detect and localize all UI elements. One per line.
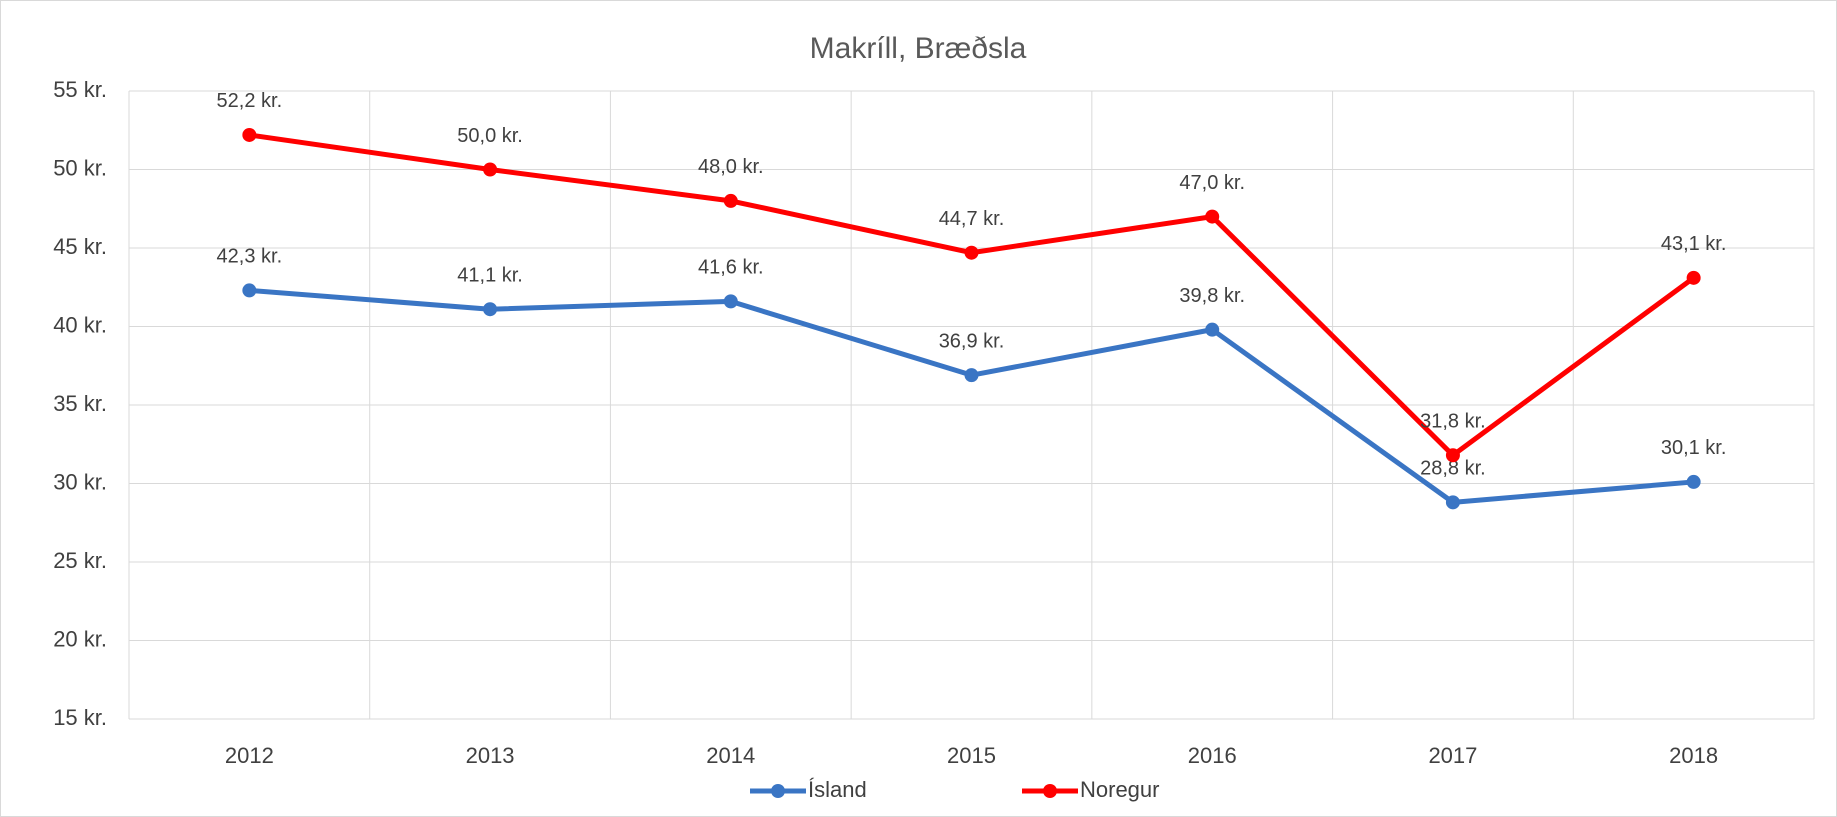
y-tick-label: 45 kr. bbox=[53, 234, 107, 259]
x-tick-label: 2016 bbox=[1188, 743, 1237, 768]
data-label: 48,0 kr. bbox=[698, 156, 764, 178]
data-label: 50,0 kr. bbox=[457, 125, 523, 147]
x-tick-label: 2017 bbox=[1428, 743, 1477, 768]
legend-marker bbox=[771, 784, 785, 798]
y-tick-label: 50 kr. bbox=[53, 155, 107, 180]
data-point bbox=[483, 162, 498, 177]
legend-marker bbox=[1043, 784, 1057, 798]
y-tick-label: 40 kr. bbox=[53, 312, 107, 337]
data-label: 39,8 kr. bbox=[1179, 285, 1245, 307]
y-tick-label: 15 kr. bbox=[53, 705, 107, 730]
y-tick-label: 30 kr. bbox=[53, 469, 107, 494]
data-point bbox=[1686, 474, 1701, 489]
data-label: 52,2 kr. bbox=[217, 90, 283, 112]
data-label: 36,9 kr. bbox=[939, 330, 1005, 352]
y-tick-label: 35 kr. bbox=[53, 391, 107, 416]
data-point bbox=[1445, 495, 1460, 510]
data-point bbox=[964, 368, 979, 383]
data-point bbox=[723, 294, 738, 309]
data-point bbox=[723, 193, 738, 208]
data-label: 42,3 kr. bbox=[217, 246, 283, 268]
data-point bbox=[964, 245, 979, 260]
data-point bbox=[483, 302, 498, 317]
data-label: 28,8 kr. bbox=[1420, 458, 1486, 480]
data-label: 47,0 kr. bbox=[1179, 172, 1245, 194]
data-point bbox=[1686, 270, 1701, 285]
data-point bbox=[1445, 448, 1460, 463]
x-tick-label: 2013 bbox=[466, 743, 515, 768]
x-tick-label: 2012 bbox=[225, 743, 274, 768]
x-tick-label: 2015 bbox=[947, 743, 996, 768]
data-label: 30,1 kr. bbox=[1661, 437, 1727, 459]
data-label: 44,7 kr. bbox=[939, 208, 1005, 230]
y-tick-label: 55 kr. bbox=[53, 77, 107, 102]
y-tick-label: 20 kr. bbox=[53, 626, 107, 651]
chart-title: Makríll, Bræðsla bbox=[810, 32, 1027, 65]
data-label: 41,6 kr. bbox=[698, 257, 764, 279]
x-tick-label: 2018 bbox=[1669, 743, 1718, 768]
data-label: 41,1 kr. bbox=[457, 265, 523, 287]
data-point bbox=[1205, 322, 1220, 337]
x-tick-label: 2014 bbox=[706, 743, 755, 768]
data-point bbox=[1205, 209, 1220, 224]
legend-label: Noregur bbox=[1080, 777, 1159, 802]
data-point bbox=[242, 127, 257, 142]
y-tick-label: 25 kr. bbox=[53, 548, 107, 573]
legend-label: Ísland bbox=[808, 777, 867, 802]
data-label: 31,8 kr. bbox=[1420, 411, 1486, 433]
data-point bbox=[242, 283, 257, 298]
data-label: 43,1 kr. bbox=[1661, 233, 1727, 255]
